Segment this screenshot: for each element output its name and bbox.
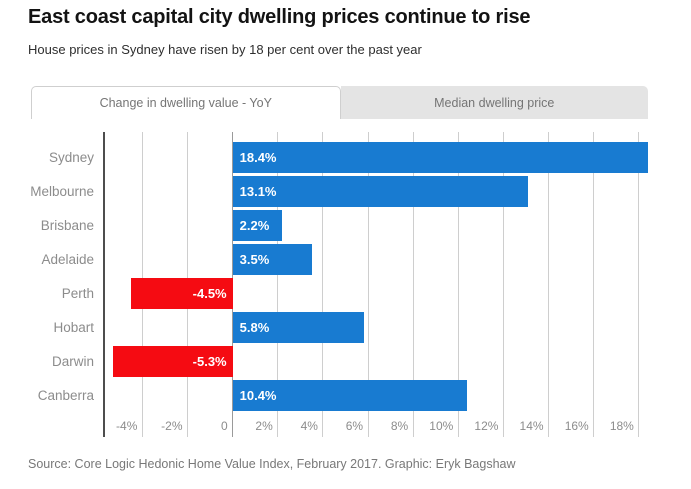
bar-sydney[interactable]: 18.4% — [232, 142, 648, 173]
gridline — [593, 132, 595, 437]
bar-hobart[interactable]: 5.8% — [232, 312, 364, 343]
category-label-brisbane: Brisbane — [40, 218, 94, 233]
bar-value-label: 13.1% — [239, 184, 277, 199]
gridline — [638, 132, 640, 437]
bar-value-label: 5.8% — [239, 320, 270, 335]
bar-value-label: -5.3% — [192, 354, 227, 369]
chart-title: East coast capital city dwelling prices … — [28, 6, 531, 28]
zero-gridline — [232, 132, 234, 437]
x-axis-tick-label: 10% — [429, 419, 454, 433]
category-label-adelaide: Adelaide — [41, 252, 94, 267]
x-axis-tick-label: 8% — [390, 419, 409, 433]
tab-median-dwelling-price[interactable]: Median dwelling price — [340, 86, 648, 119]
x-axis-tick-label: 14% — [519, 419, 544, 433]
category-label-sydney: Sydney — [48, 150, 94, 165]
y-axis-line — [103, 132, 105, 437]
x-axis-tick-label: 12% — [474, 419, 499, 433]
bar-darwin[interactable]: -5.3% — [113, 346, 233, 377]
chart-subtitle: House prices in Sydney have risen by 18 … — [28, 42, 422, 57]
x-axis-tick-label: 6% — [345, 419, 364, 433]
x-axis-tick-label: 2% — [255, 419, 273, 433]
category-label-darwin: Darwin — [51, 354, 94, 369]
gridline — [457, 132, 459, 437]
gridline — [322, 132, 324, 437]
bar-adelaide[interactable]: 3.5% — [232, 244, 312, 275]
gridline — [548, 132, 550, 437]
bar-chart: -4% -2% 0 2% 4% 6% 8% 10% 12% 14% 16% 18% Sydney 18.4… — [30, 132, 684, 437]
bar-value-label: -4.5% — [192, 286, 227, 301]
x-axis-tick-label: 18% — [609, 419, 634, 433]
gridline — [367, 132, 369, 437]
gridline — [277, 132, 279, 437]
x-axis-tick-label: 4% — [300, 419, 318, 433]
bar-brisbane[interactable]: 2.2% — [232, 210, 283, 241]
category-label-perth: Perth — [61, 286, 94, 301]
bar-canberra[interactable]: 10.4% — [232, 380, 468, 411]
category-label-hobart: Hobart — [53, 320, 94, 335]
bar-melbourne[interactable]: 13.1% — [232, 176, 529, 207]
x-axis-tick-label: -4% — [116, 419, 138, 433]
tab-bar: Change in dwelling value - YoY Median dw… — [31, 86, 648, 119]
category-label-canberra: Canberra — [37, 388, 94, 403]
tab-change-in-dwelling-value[interactable]: Change in dwelling value - YoY — [31, 86, 341, 119]
x-axis-tick-label: -2% — [161, 419, 183, 433]
bar-value-label: 3.5% — [239, 252, 270, 267]
bar-value-label: 2.2% — [239, 218, 270, 233]
gridline — [412, 132, 414, 437]
bar-value-label: 18.4% — [239, 150, 277, 165]
x-axis-tick-label: 0 — [220, 419, 228, 433]
source-note: Source: Core Logic Hedonic Home Value In… — [28, 457, 516, 471]
gridline — [502, 132, 504, 437]
bar-value-label: 10.4% — [239, 388, 277, 403]
x-axis-tick-label: 16% — [564, 419, 589, 433]
category-label-melbourne: Melbourne — [30, 184, 94, 199]
bar-perth[interactable]: -4.5% — [131, 278, 233, 309]
